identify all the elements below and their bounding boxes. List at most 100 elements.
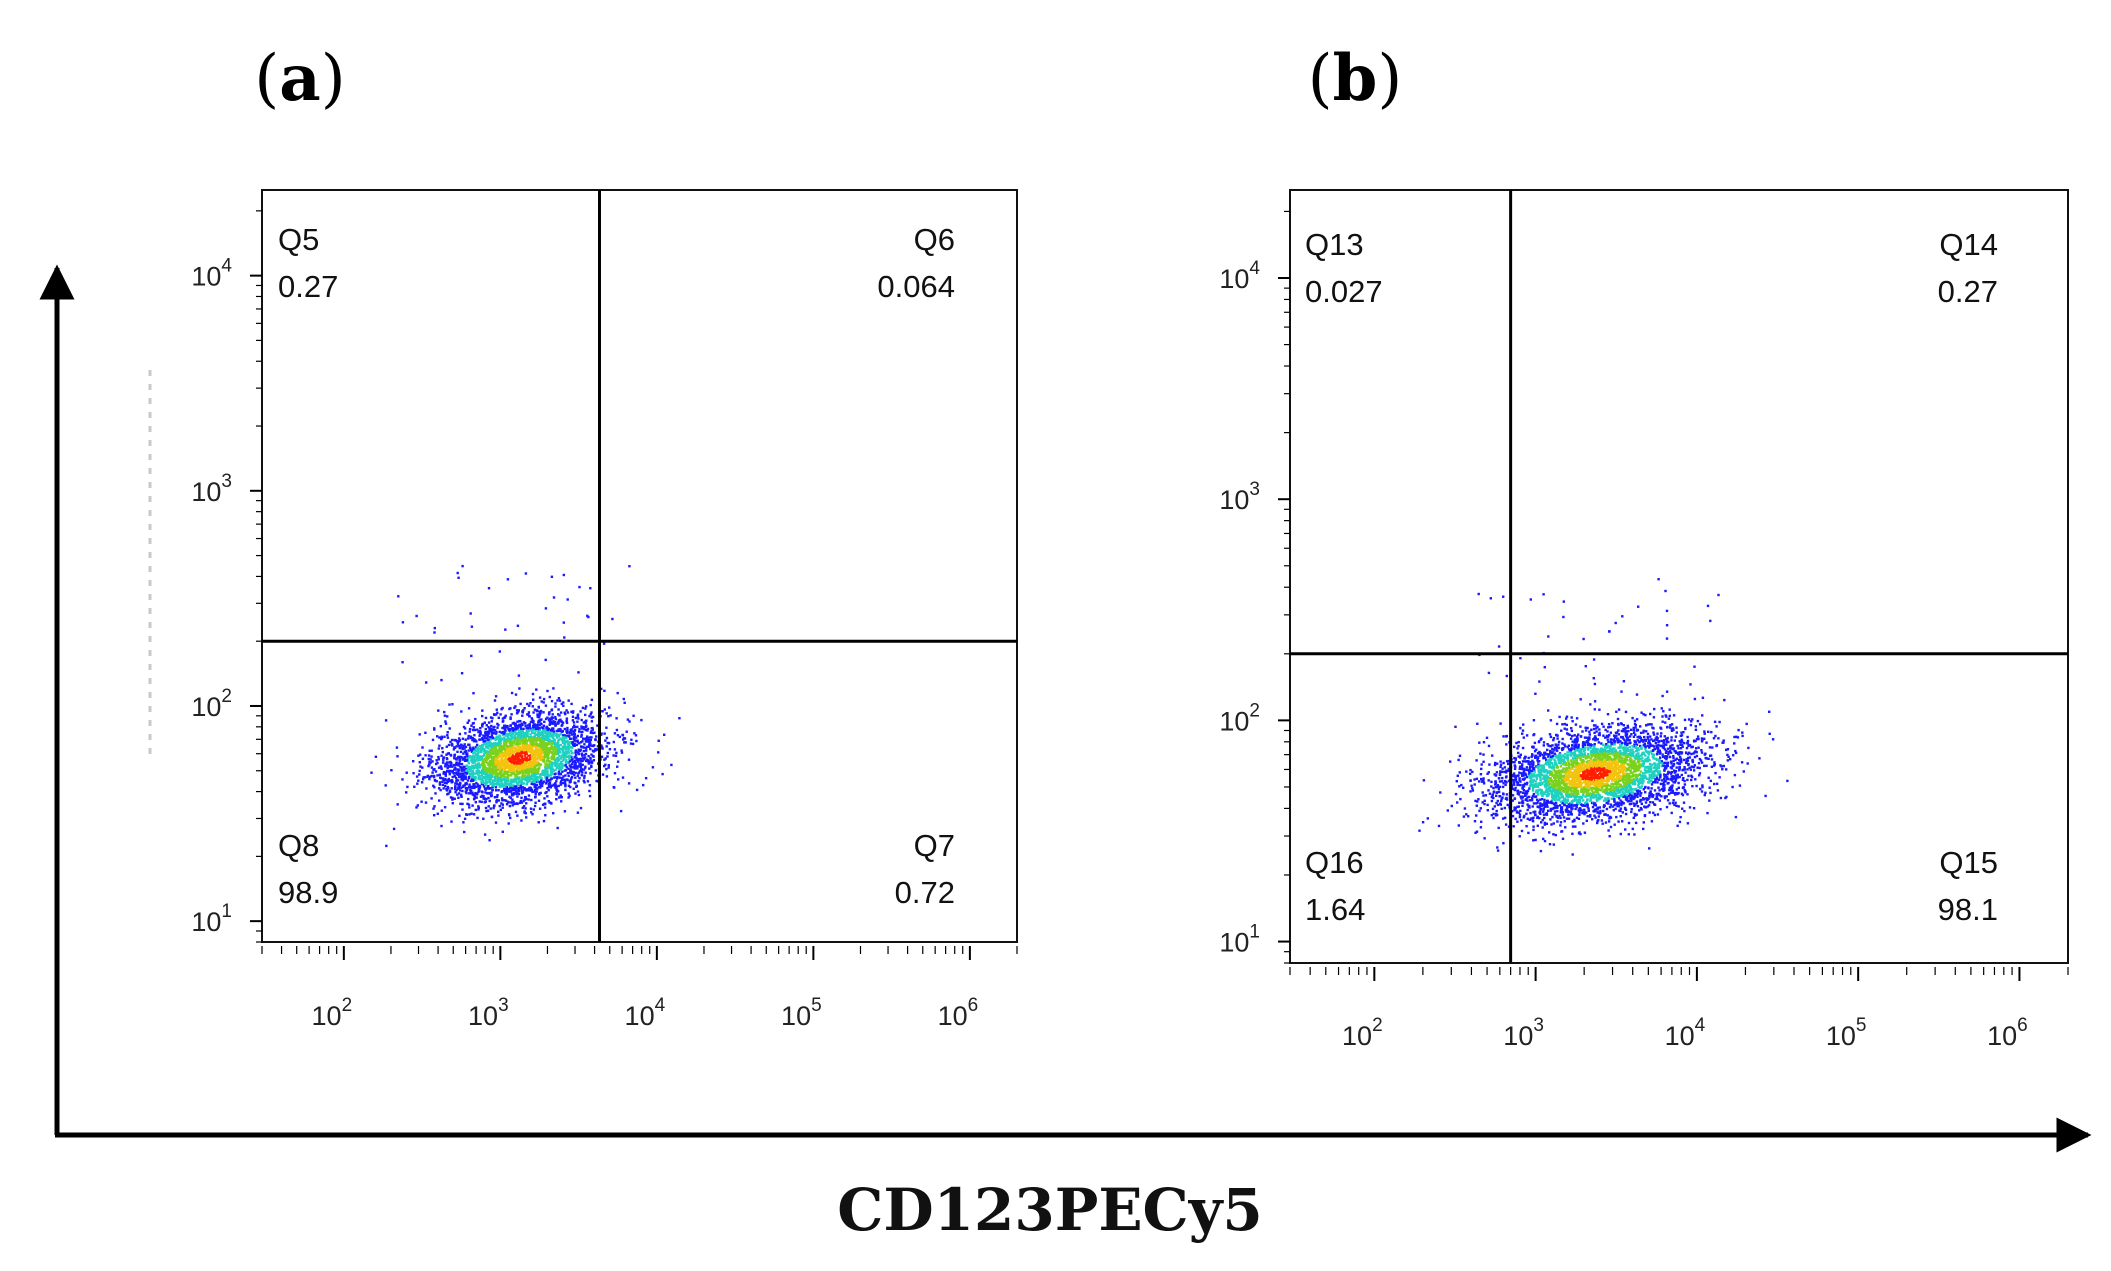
event-point	[497, 716, 500, 719]
event-point	[560, 738, 563, 742]
event-point	[588, 736, 592, 739]
event-point	[440, 809, 443, 812]
event-point	[490, 747, 494, 750]
event-point	[622, 697, 625, 701]
event-point	[450, 743, 453, 746]
event-point	[1703, 732, 1706, 735]
event-point	[527, 758, 530, 761]
event-point	[570, 733, 573, 736]
event-point	[556, 722, 559, 725]
event-point	[556, 762, 559, 765]
event-point	[430, 749, 433, 752]
event-point	[513, 727, 516, 730]
event-point	[603, 732, 606, 735]
event-point	[483, 737, 487, 740]
event-point	[517, 736, 520, 739]
event-point	[532, 711, 535, 714]
event-point	[623, 701, 626, 704]
event-point	[582, 746, 586, 749]
event-point	[446, 766, 449, 769]
event-point	[1683, 783, 1687, 786]
event-point	[507, 782, 510, 785]
event-point	[586, 739, 590, 742]
event-point	[486, 753, 489, 757]
event-point	[582, 721, 585, 724]
event-point	[467, 769, 471, 772]
event-point	[1583, 831, 1587, 834]
event-point	[1525, 775, 1529, 779]
event-point	[473, 772, 476, 775]
event-point	[471, 804, 474, 807]
event-point	[562, 704, 565, 707]
event-point	[1647, 741, 1650, 745]
event-point	[1571, 720, 1574, 723]
event-point	[494, 789, 498, 792]
event-point	[1476, 722, 1479, 725]
event-point	[491, 775, 494, 779]
event-point	[577, 671, 580, 674]
event-point	[473, 734, 476, 737]
event-point	[1617, 733, 1621, 736]
event-point	[370, 771, 373, 774]
event-point	[1514, 817, 1517, 821]
event-point	[467, 765, 470, 768]
event-point	[501, 803, 504, 806]
event-point	[1546, 743, 1549, 746]
event-point	[539, 782, 542, 785]
event-point	[547, 731, 551, 734]
event-point	[576, 734, 579, 738]
event-point	[522, 782, 525, 785]
event-point	[452, 772, 456, 775]
event-point	[1634, 733, 1637, 736]
event-point	[531, 765, 534, 768]
event-point	[580, 752, 583, 756]
event-point	[569, 770, 573, 774]
event-point	[588, 784, 592, 787]
event-point	[613, 732, 617, 735]
event-point	[532, 808, 535, 811]
event-point	[503, 763, 506, 766]
event-point	[520, 780, 524, 783]
event-point	[547, 800, 550, 803]
event-point	[472, 776, 476, 780]
event-point	[1678, 820, 1682, 824]
event-point	[569, 785, 572, 789]
event-point	[471, 738, 474, 742]
event-point	[589, 747, 592, 751]
event-point	[547, 718, 551, 722]
event-point	[1541, 826, 1544, 829]
event-point	[518, 725, 522, 728]
event-point	[460, 743, 463, 747]
event-point	[499, 752, 502, 755]
event-point	[498, 779, 501, 783]
event-point	[547, 752, 550, 756]
event-point	[1687, 718, 1691, 721]
event-point	[1570, 716, 1573, 719]
event-point	[474, 801, 477, 804]
event-point	[428, 777, 431, 781]
event-point	[486, 780, 489, 784]
event-point	[506, 772, 509, 776]
event-point	[541, 782, 544, 785]
event-point	[549, 786, 552, 789]
event-point	[517, 769, 520, 772]
event-point	[526, 702, 529, 706]
event-point	[513, 735, 516, 739]
event-point	[453, 768, 456, 771]
event-point	[1666, 772, 1669, 776]
y-tick-label: 103	[191, 471, 232, 507]
event-point	[501, 830, 504, 833]
event-point	[1490, 780, 1493, 783]
event-point	[554, 723, 557, 726]
event-point	[1683, 741, 1686, 745]
event-point	[557, 790, 560, 793]
event-point	[482, 740, 485, 743]
event-point	[505, 792, 508, 795]
event-point	[580, 725, 583, 728]
event-point	[1505, 743, 1508, 746]
event-point	[629, 742, 633, 745]
event-point	[453, 797, 456, 800]
event-point	[604, 739, 607, 742]
event-point	[535, 744, 539, 747]
